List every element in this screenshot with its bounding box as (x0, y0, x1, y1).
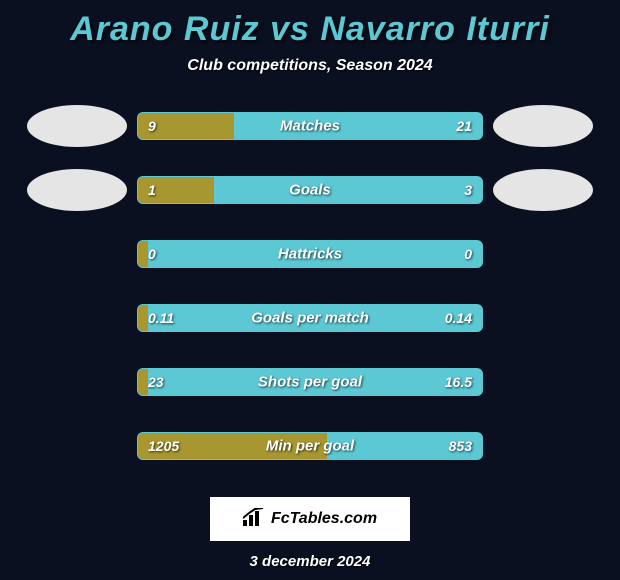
subtitle: Club competitions, Season 2024 (0, 57, 620, 75)
avatar-spacer (27, 361, 127, 403)
stat-bar: 0 0 Hattricks (137, 240, 483, 268)
stat-right-value: 853 (449, 438, 472, 454)
stat-label: Shots per goal (258, 374, 362, 391)
stats-list: 9 21 Matches 1 3 Goals 0 0 Hattricks 0.11 0.14 Goal… (0, 105, 620, 489)
stat-label: Matches (280, 118, 340, 135)
stat-right-value: 0.14 (445, 310, 472, 326)
stat-left-value: 1205 (148, 438, 179, 454)
avatar-spacer (493, 425, 593, 467)
stat-label: Goals (289, 182, 331, 199)
avatar-spacer (493, 233, 593, 275)
avatar-spacer (493, 361, 593, 403)
footer-brand: FcTables.com (271, 510, 377, 528)
comparison-infographic: Arano Ruiz vs Navarro Iturri Club compet… (0, 0, 620, 580)
stat-label: Hattricks (278, 246, 342, 263)
stat-bar: 0.11 0.14 Goals per match (137, 304, 483, 332)
footer-logo: FcTables.com (210, 497, 410, 541)
stat-right-value: 3 (464, 182, 472, 198)
stat-row: 9 21 Matches (27, 105, 593, 147)
stat-row: 1205 853 Min per goal (27, 425, 593, 467)
stat-right-value: 16.5 (445, 374, 472, 390)
stat-bar: 1 3 Goals (137, 176, 483, 204)
player-right-avatar (493, 105, 593, 147)
stat-left-value: 0.11 (148, 310, 174, 326)
stat-left-value: 9 (148, 118, 156, 134)
stat-row: 1 3 Goals (27, 169, 593, 211)
avatar-spacer (27, 425, 127, 467)
chart-icon (243, 508, 265, 531)
stat-bar: 9 21 Matches (137, 112, 483, 140)
avatar-spacer (493, 297, 593, 339)
stat-row: 23 16.5 Shots per goal (27, 361, 593, 403)
date: 3 december 2024 (0, 553, 620, 570)
player-right-avatar (493, 169, 593, 211)
player-left-avatar (27, 169, 127, 211)
stat-left-value: 23 (148, 374, 164, 390)
stat-bar-left-fill (138, 305, 148, 331)
stat-left-value: 0 (148, 246, 156, 262)
stat-bar-left-fill (138, 369, 148, 395)
stat-bar-left-fill (138, 241, 148, 267)
stat-left-value: 1 (148, 182, 156, 198)
stat-right-value: 21 (456, 118, 472, 134)
avatar-spacer (27, 297, 127, 339)
title: Arano Ruiz vs Navarro Iturri (0, 10, 620, 49)
stat-row: 0 0 Hattricks (27, 233, 593, 275)
avatar-spacer (27, 233, 127, 275)
stat-label: Min per goal (266, 438, 354, 455)
stat-bar: 1205 853 Min per goal (137, 432, 483, 460)
stat-label: Goals per match (251, 310, 369, 327)
stat-bar: 23 16.5 Shots per goal (137, 368, 483, 396)
stat-row: 0.11 0.14 Goals per match (27, 297, 593, 339)
player-left-avatar (27, 105, 127, 147)
stat-right-value: 0 (464, 246, 472, 262)
